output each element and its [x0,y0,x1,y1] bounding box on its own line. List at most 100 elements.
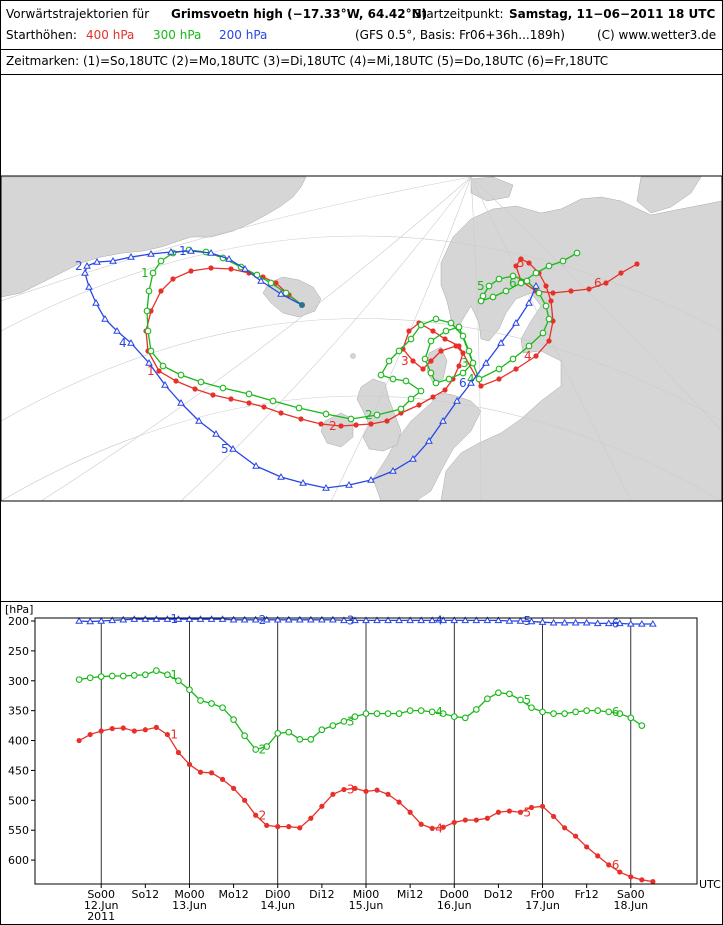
series-point-400-hpa [197,769,204,775]
series-point-400-hpa [319,803,325,809]
map-point-400-hpa [586,286,592,292]
series-point-200-hpa [615,619,624,627]
map-point-300-hpa [525,342,533,350]
map-point-300-hpa [347,415,355,423]
map-point-400-hpa [618,270,624,276]
series-point-300-hpa [285,728,293,736]
series-point-300-hpa [506,690,513,698]
series-mark-200-hpa: 6 [612,616,620,630]
series-point-300-hpa [638,722,646,729]
series-point-200-hpa [318,615,326,623]
map-point-200-hpa [512,318,520,326]
map-point-200-hpa [207,248,215,256]
map-point-300-hpa [477,297,485,305]
series-point-400-hpa [131,728,137,734]
series-point-300-hpa [219,704,226,712]
series-point-400-hpa [606,862,612,868]
series-point-200-hpa [593,619,602,627]
series-point-200-hpa [649,619,657,627]
map-point-200-hpa [367,475,375,483]
map-point-300-hpa [517,279,525,287]
series-point-400-hpa [539,803,546,809]
map-point-200-hpa [93,257,101,265]
series-point-200-hpa [340,616,348,624]
map-point-300-hpa [523,277,531,285]
series-point-300-hpa [528,704,535,712]
series-point-400-hpa [275,824,281,830]
time-marks: Zeitmarken: (1)=So,18UTC (2)=Mo,18UTC (3… [6,54,609,68]
series-point-400-hpa [396,799,402,805]
map-point-400-hpa [368,421,374,427]
x-date-label: 17.Jun [525,899,560,912]
map-point-300-hpa [144,327,152,335]
series-point-300-hpa [406,707,414,715]
map-mark-400-hpa: 2 [329,419,337,433]
x-tick-label: So12 [131,888,159,901]
map-point-300-hpa [545,262,553,270]
map-point-400-hpa [410,358,416,364]
series-point-300-hpa [208,700,215,707]
map-point-300-hpa [159,362,167,370]
series-point-200-hpa [549,618,558,626]
series-point-300-hpa [153,667,160,674]
map-point-200-hpa [497,338,505,346]
series-point-300-hpa [572,708,579,716]
y-tick-label: 300 [8,675,29,688]
series-point-200-hpa [152,615,161,622]
series-point-200-hpa [494,616,503,624]
map-mark-300-hpa: 5 [477,279,485,293]
map-point-400-hpa [228,396,234,402]
map-mark-300-hpa: 1 [141,266,149,280]
series-point-400-hpa [242,797,248,803]
series-mark-200-hpa: 2 [259,613,267,627]
map-point-200-hpa [277,289,285,297]
series-point-200-hpa [97,616,106,624]
land-faroe [350,353,356,359]
series-point-200-hpa [141,615,150,622]
map-point-300-hpa [157,257,165,265]
map-point-200-hpa [425,436,433,444]
map-point-400-hpa [430,328,436,334]
map-point-300-hpa [489,293,497,301]
series-point-200-hpa [185,615,194,622]
series-point-200-hpa [373,616,381,624]
series-line-300-hpa [79,669,643,751]
x-tick-label: Fr12 [575,888,599,901]
map-point-200-hpa [101,314,109,322]
map-point-300-hpa [459,332,467,340]
map-point-300-hpa [442,327,450,335]
height-200: 200 hPa [219,28,268,42]
map-point-200-hpa [147,249,155,257]
series-point-200-hpa [626,619,635,627]
map-point-400-hpa [496,376,502,382]
series-point-300-hpa [164,671,171,679]
series-point-200-hpa [439,616,448,624]
series-mark-300-hpa: 5 [523,693,531,707]
series-point-200-hpa [229,615,238,623]
map-mark-400-hpa: 5 [517,256,525,270]
series-point-400-hpa [175,749,182,756]
series-point-300-hpa [373,710,381,717]
map-point-200-hpa [225,254,233,262]
series-point-400-hpa [451,819,457,826]
map-point-400-hpa [513,366,519,372]
series-point-200-hpa [395,616,403,624]
series-mark-400-hpa: 5 [523,805,531,819]
plot-frame [34,617,698,885]
series-point-300-hpa [583,707,591,715]
map-point-200-hpa [482,358,490,366]
map-mark-300-hpa: 4 [467,372,475,386]
map-border [1,175,722,502]
series-point-200-hpa [417,616,426,624]
series-point-200-hpa [406,616,414,624]
map-point-400-hpa [460,350,466,356]
series-point-300-hpa [550,710,557,717]
map-point-300-hpa [389,375,397,383]
series-point-300-hpa [318,726,326,734]
map-point-200-hpa [195,416,203,424]
series-point-200-hpa [604,619,613,627]
map-point-300-hpa [295,404,303,412]
x-tick-label: Di00 [265,888,291,901]
series-point-400-hpa [462,817,468,823]
series-point-200-hpa [251,615,260,623]
